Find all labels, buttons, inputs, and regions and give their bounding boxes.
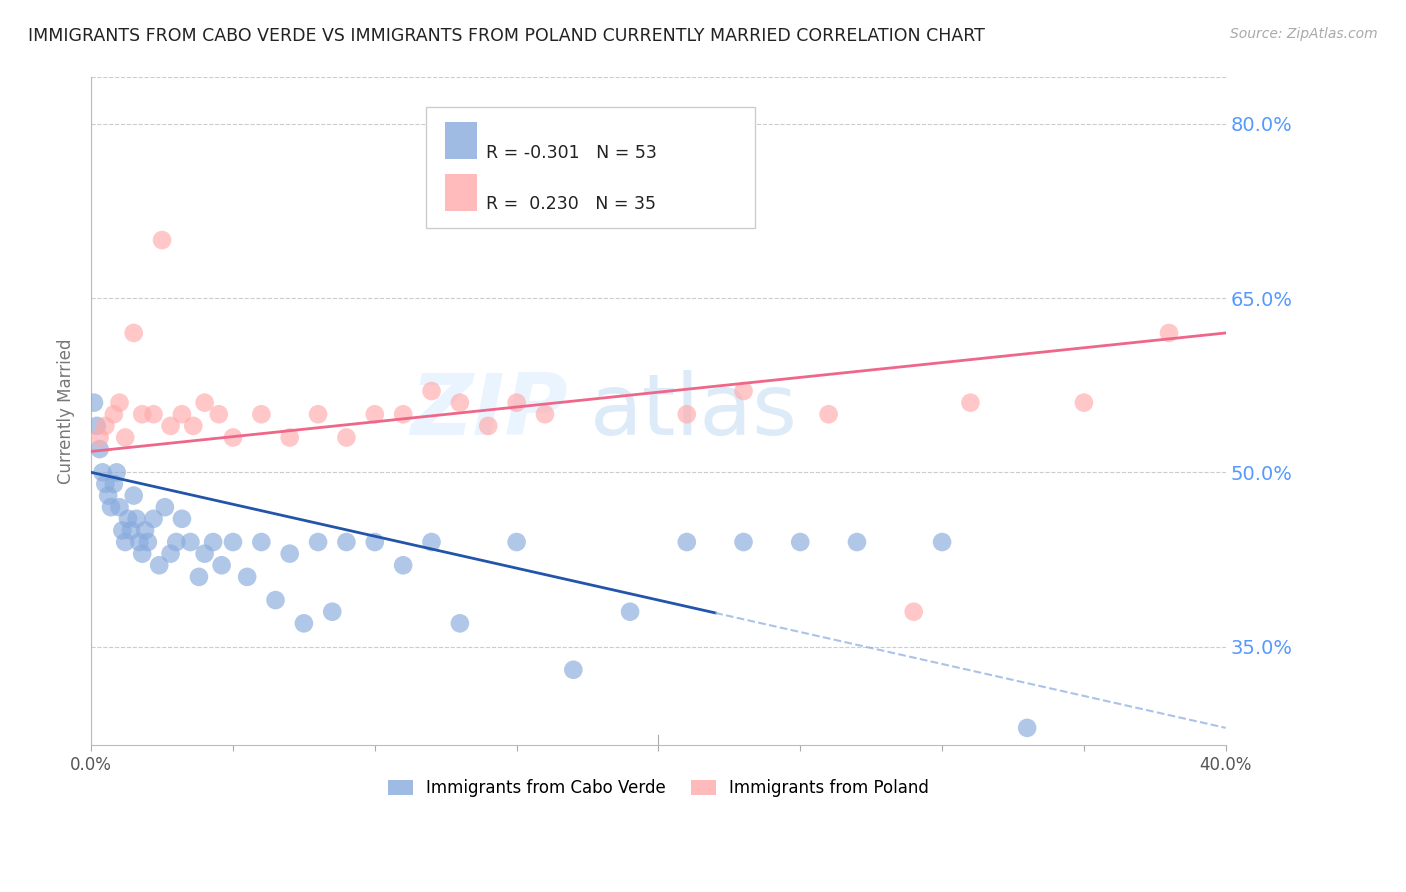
- Point: [131, 407, 153, 421]
- Point: [335, 535, 357, 549]
- Point: [619, 175, 641, 189]
- Point: [181, 418, 204, 433]
- Point: [117, 512, 139, 526]
- Point: [576, 198, 599, 212]
- Point: [675, 407, 697, 421]
- Point: [264, 593, 287, 607]
- Point: [392, 558, 415, 573]
- Text: IMMIGRANTS FROM CABO VERDE VS IMMIGRANTS FROM POLAND CURRENTLY MARRIED CORRELATI: IMMIGRANTS FROM CABO VERDE VS IMMIGRANTS…: [28, 27, 986, 45]
- Point: [83, 395, 105, 409]
- Point: [392, 407, 415, 421]
- Point: [91, 466, 114, 480]
- Point: [103, 477, 125, 491]
- Point: [1017, 721, 1039, 735]
- Point: [335, 430, 357, 444]
- Point: [931, 535, 953, 549]
- Point: [250, 407, 273, 421]
- Point: [131, 547, 153, 561]
- Point: [187, 570, 209, 584]
- Point: [222, 535, 245, 549]
- Point: [278, 430, 301, 444]
- Point: [153, 500, 176, 515]
- Text: Source: ZipAtlas.com: Source: ZipAtlas.com: [1230, 27, 1378, 41]
- Point: [420, 535, 443, 549]
- Point: [202, 535, 225, 549]
- Point: [136, 535, 159, 549]
- Point: [108, 395, 131, 409]
- Point: [477, 418, 499, 433]
- Point: [903, 605, 925, 619]
- Point: [165, 535, 187, 549]
- Point: [292, 616, 315, 631]
- Point: [114, 535, 136, 549]
- Point: [364, 407, 387, 421]
- Point: [108, 500, 131, 515]
- Point: [179, 535, 201, 549]
- Point: [194, 547, 217, 561]
- Point: [159, 547, 181, 561]
- Point: [846, 535, 869, 549]
- Point: [128, 535, 150, 549]
- Legend: Immigrants from Cabo Verde, Immigrants from Poland: Immigrants from Cabo Verde, Immigrants f…: [381, 772, 936, 804]
- Point: [675, 535, 697, 549]
- Point: [250, 535, 273, 549]
- Text: atlas: atlas: [591, 370, 799, 453]
- Point: [114, 430, 136, 444]
- Point: [619, 605, 641, 619]
- Bar: [446, 122, 477, 159]
- Point: [134, 524, 156, 538]
- Point: [122, 326, 145, 340]
- Text: ZIP: ZIP: [411, 370, 568, 453]
- Point: [307, 535, 329, 549]
- Point: [142, 512, 165, 526]
- Point: [120, 524, 142, 538]
- FancyBboxPatch shape: [426, 108, 755, 227]
- Point: [103, 407, 125, 421]
- Point: [222, 430, 245, 444]
- Point: [733, 535, 755, 549]
- Point: [789, 535, 811, 549]
- Point: [111, 524, 134, 538]
- Point: [105, 466, 128, 480]
- Point: [159, 418, 181, 433]
- Point: [562, 663, 585, 677]
- Point: [170, 512, 193, 526]
- Point: [142, 407, 165, 421]
- Point: [94, 418, 117, 433]
- Point: [1073, 395, 1095, 409]
- Y-axis label: Currently Married: Currently Married: [58, 339, 75, 484]
- Point: [122, 489, 145, 503]
- Point: [170, 407, 193, 421]
- Point: [89, 430, 111, 444]
- Point: [959, 395, 981, 409]
- Point: [97, 489, 120, 503]
- Point: [236, 570, 259, 584]
- Text: R = -0.301   N = 53: R = -0.301 N = 53: [486, 144, 657, 161]
- Point: [194, 395, 217, 409]
- Point: [505, 535, 527, 549]
- Point: [94, 477, 117, 491]
- Point: [364, 535, 387, 549]
- Point: [817, 407, 839, 421]
- Point: [449, 395, 471, 409]
- Point: [534, 407, 557, 421]
- Point: [321, 605, 343, 619]
- Point: [89, 442, 111, 456]
- Text: R =  0.230   N = 35: R = 0.230 N = 35: [486, 195, 657, 213]
- Point: [150, 233, 173, 247]
- Point: [278, 547, 301, 561]
- Point: [420, 384, 443, 398]
- Point: [505, 395, 527, 409]
- Point: [125, 512, 148, 526]
- Point: [1157, 326, 1180, 340]
- Point: [208, 407, 231, 421]
- Point: [449, 616, 471, 631]
- Bar: [446, 174, 477, 211]
- Point: [100, 500, 122, 515]
- Point: [211, 558, 233, 573]
- Point: [307, 407, 329, 421]
- Point: [86, 418, 108, 433]
- Point: [733, 384, 755, 398]
- Point: [148, 558, 170, 573]
